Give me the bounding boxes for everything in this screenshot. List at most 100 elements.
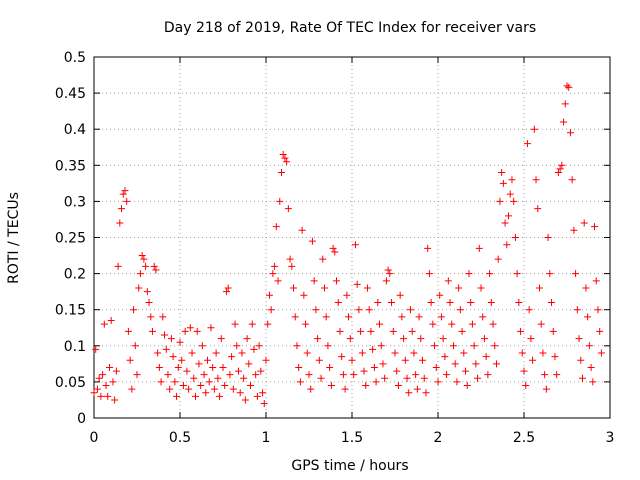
data-point <box>403 374 411 382</box>
data-point <box>286 255 294 263</box>
data-point <box>145 298 153 306</box>
data-point <box>262 356 270 364</box>
data-point <box>236 389 244 397</box>
data-point <box>186 324 194 332</box>
data-point <box>274 277 282 285</box>
data-point <box>302 320 310 328</box>
data-point <box>582 284 590 292</box>
data-point <box>116 219 124 227</box>
data-point <box>169 353 177 361</box>
data-point <box>474 374 482 382</box>
data-point <box>126 356 134 364</box>
x-tick-label: 2.5 <box>513 430 535 446</box>
data-point <box>532 176 540 184</box>
data-point <box>396 291 404 299</box>
data-point <box>179 382 187 390</box>
data-point <box>489 320 497 328</box>
y-tick-label: 0 <box>77 411 86 427</box>
data-point <box>197 382 205 390</box>
data-point <box>491 342 499 350</box>
data-point <box>319 255 327 263</box>
data-point <box>477 284 485 292</box>
chart-title: Day 218 of 2019, Rate Of TEC Index for r… <box>164 20 536 36</box>
data-point <box>534 205 542 213</box>
data-point <box>322 313 330 321</box>
data-point <box>90 389 98 397</box>
y-axis-label: ROTI / TECUs <box>6 192 22 284</box>
data-point <box>523 140 531 148</box>
data-point <box>128 385 136 393</box>
x-tick-label: 0 <box>90 430 99 446</box>
data-point <box>463 382 471 390</box>
data-point <box>530 125 538 133</box>
data-point <box>253 392 261 400</box>
data-point <box>92 345 100 353</box>
data-point <box>114 262 122 270</box>
data-point <box>276 197 284 205</box>
data-point <box>209 363 217 371</box>
data-point <box>434 378 442 386</box>
data-point <box>578 374 586 382</box>
data-point <box>458 327 466 335</box>
data-point <box>148 327 156 335</box>
data-point <box>544 234 552 241</box>
data-point <box>267 306 275 314</box>
data-point <box>351 241 359 249</box>
data-point <box>506 190 514 198</box>
data-point <box>393 367 401 375</box>
data-point <box>494 255 502 263</box>
data-point <box>561 100 569 108</box>
data-point <box>152 266 160 274</box>
data-point <box>535 284 543 292</box>
data-point <box>119 190 127 198</box>
data-point <box>207 324 215 332</box>
data-point <box>436 291 444 299</box>
data-point <box>446 298 454 306</box>
data-point <box>99 371 107 379</box>
data-point <box>560 118 568 126</box>
data-point <box>308 237 316 245</box>
data-point <box>577 356 585 364</box>
data-point <box>363 284 371 292</box>
data-point <box>341 385 349 393</box>
data-point <box>97 392 105 400</box>
data-point <box>183 367 191 375</box>
data-point <box>513 270 521 278</box>
data-point <box>372 378 380 386</box>
data-point <box>413 385 421 393</box>
data-point <box>238 349 246 357</box>
data-point <box>486 270 494 278</box>
data-point <box>296 378 304 386</box>
data-point <box>118 205 126 213</box>
data-point <box>269 270 277 278</box>
data-point <box>539 349 547 357</box>
data-point <box>575 335 583 343</box>
data-point <box>587 363 595 371</box>
y-tick-label: 0.35 <box>55 158 86 174</box>
data-point <box>178 356 186 364</box>
x-tick-label: 1.5 <box>341 430 363 446</box>
data-point <box>456 306 464 314</box>
data-point <box>542 385 550 393</box>
data-point <box>498 169 506 177</box>
data-point <box>406 306 414 314</box>
data-point <box>102 382 110 390</box>
data-point <box>123 197 131 205</box>
data-point <box>130 306 138 314</box>
x-tick-label: 3 <box>606 430 615 446</box>
data-point <box>288 262 296 270</box>
data-point <box>511 234 519 241</box>
data-point <box>518 349 526 357</box>
y-tick-label: 0.2 <box>64 267 86 283</box>
data-point <box>431 342 439 350</box>
data-point <box>300 291 308 299</box>
data-point <box>541 371 549 379</box>
data-point <box>453 378 461 386</box>
data-point <box>191 392 199 400</box>
data-point <box>281 154 289 162</box>
data-point <box>212 349 220 357</box>
data-point <box>549 327 557 335</box>
data-point <box>546 270 554 278</box>
data-point <box>388 298 396 306</box>
